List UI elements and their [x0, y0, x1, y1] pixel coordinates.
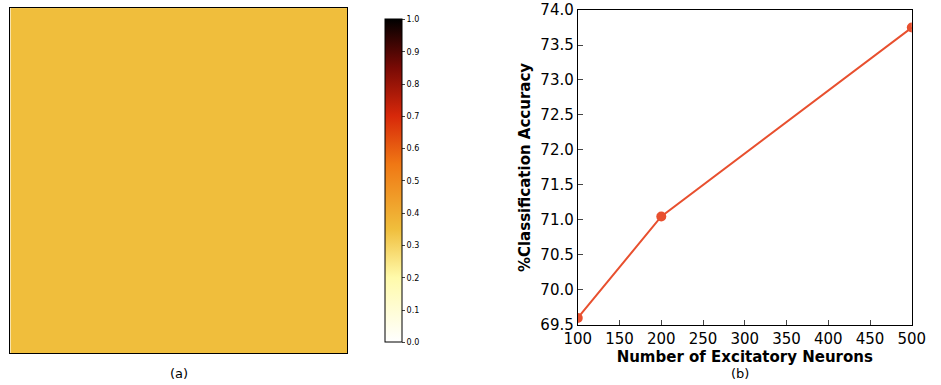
- svg-text:0.7: 0.7: [407, 112, 420, 121]
- svg-text:350: 350: [772, 330, 801, 348]
- svg-text:0.4: 0.4: [407, 209, 420, 218]
- svg-text:0.3: 0.3: [407, 241, 420, 250]
- svg-text:1.0: 1.0: [407, 15, 420, 24]
- svg-text:70.0: 70.0: [540, 281, 573, 299]
- svg-text:150: 150: [605, 330, 634, 348]
- svg-text:Number of Excitatory Neurons: Number of Excitatory Neurons: [617, 348, 873, 366]
- svg-text:73.5: 73.5: [540, 36, 573, 54]
- svg-text:300: 300: [730, 330, 759, 348]
- svg-text:250: 250: [689, 330, 718, 348]
- svg-text:200: 200: [647, 330, 676, 348]
- svg-text:0.1: 0.1: [407, 306, 420, 315]
- svg-text:500: 500: [898, 330, 927, 348]
- svg-text:0.2: 0.2: [407, 274, 420, 283]
- svg-text:72.5: 72.5: [540, 106, 573, 124]
- svg-text:70.5: 70.5: [540, 246, 573, 264]
- svg-text:71.0: 71.0: [540, 211, 573, 229]
- svg-text:0.9: 0.9: [407, 48, 420, 57]
- svg-text:(b): (b): [731, 366, 749, 381]
- svg-text:74.0: 74.0: [540, 1, 573, 19]
- svg-text:0.8: 0.8: [407, 80, 420, 89]
- svg-text:450: 450: [856, 330, 885, 348]
- svg-text:(a): (a): [170, 366, 188, 381]
- svg-text:71.5: 71.5: [540, 176, 573, 194]
- svg-text:72.0: 72.0: [540, 141, 573, 159]
- svg-text:0.6: 0.6: [407, 144, 420, 153]
- svg-text:0.0: 0.0: [407, 338, 420, 347]
- svg-text:%Classification Accuracy: %Classification Accuracy: [516, 63, 534, 272]
- svg-text:100: 100: [563, 330, 592, 348]
- svg-text:0.5: 0.5: [407, 177, 420, 186]
- svg-text:73.0: 73.0: [540, 71, 573, 89]
- svg-text:69.5: 69.5: [540, 316, 573, 334]
- svg-text:400: 400: [814, 330, 843, 348]
